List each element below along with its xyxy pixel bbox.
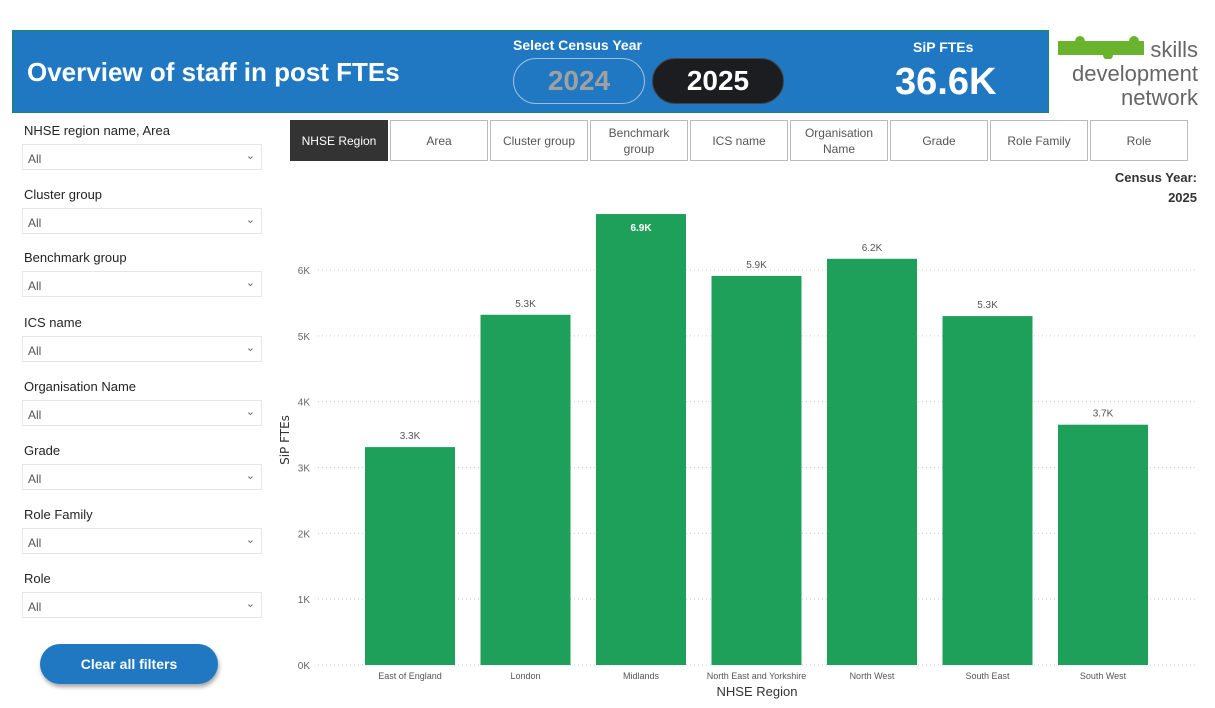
filter-value: All [28, 536, 42, 550]
tab-area[interactable]: Area [390, 120, 488, 161]
y-tick-label: 2K [298, 529, 311, 540]
chevron-down-icon: ⌄ [245, 342, 255, 354]
tab-nhse-region[interactable]: NHSE Region [290, 120, 388, 161]
x-tick-label: London [510, 671, 540, 681]
filter-label: ICS name [24, 315, 82, 330]
filter-dropdown[interactable]: All ⌄ [22, 144, 262, 170]
x-tick-label: East of England [378, 671, 442, 681]
data-label: 5.3K [515, 299, 536, 310]
filter-value: All [28, 279, 42, 293]
x-tick-label: North East and Yorkshire [707, 671, 807, 681]
year-button-2025[interactable]: 2025 [652, 58, 784, 104]
x-axis-title: NHSE Region [717, 684, 798, 699]
filter-label: Role Family [24, 507, 93, 522]
bar [711, 275, 802, 665]
filter-label: Benchmark group [24, 250, 127, 265]
filter-dropdown[interactable]: All ⌄ [22, 528, 262, 554]
kpi-value: 36.6K [895, 61, 997, 103]
year-button-2024[interactable]: 2024 [513, 58, 645, 104]
filter-value: All [28, 472, 42, 486]
filter-dropdown[interactable]: All ⌄ [22, 208, 262, 234]
tab-grade[interactable]: Grade [890, 120, 988, 161]
tab-benchmark-group[interactable]: Benchmark group [590, 120, 688, 161]
y-tick-label: 1K [298, 595, 311, 606]
filter-value: All [28, 344, 42, 358]
filter-value: All [28, 408, 42, 422]
logo: skills development network [1056, 33, 1206, 109]
page-title: Overview of staff in post FTEs [27, 57, 400, 87]
filter-label: Cluster group [24, 187, 103, 202]
dimension-tabs: NHSE Region Area Cluster group Benchmark gr… [290, 120, 1190, 161]
data-label: 6.9K [630, 223, 652, 234]
x-tick-label: South East [965, 671, 1010, 681]
filter-label: Role [24, 571, 51, 586]
chevron-down-icon: ⌄ [245, 598, 255, 610]
bar [365, 447, 455, 665]
tab-ics-name[interactable]: ICS name [690, 120, 788, 161]
data-label: 6.2K [862, 243, 883, 254]
header-banner: Overview of staff in post FTEs Select Ce… [12, 30, 1049, 113]
bar [596, 214, 686, 665]
bar [827, 258, 917, 665]
filter-value: All [28, 600, 42, 614]
chevron-down-icon: ⌄ [245, 406, 255, 418]
data-label: 5.3K [977, 300, 998, 311]
puzzle-icon [1058, 36, 1144, 59]
clear-all-filters-button[interactable]: Clear all filters [40, 644, 218, 684]
filter-dropdown[interactable]: All ⌄ [22, 336, 262, 362]
filter-value: All [28, 216, 42, 230]
y-tick-label: 5K [298, 332, 311, 343]
tab-role[interactable]: Role [1090, 120, 1188, 161]
x-tick-label: Midlands [623, 671, 660, 681]
bar [942, 316, 1033, 665]
filter-dropdown[interactable]: All ⌄ [22, 400, 262, 426]
y-tick-label: 3K [298, 464, 311, 475]
tab-organisation-name[interactable]: Organisation Name [790, 120, 888, 161]
chevron-down-icon: ⌄ [245, 150, 255, 162]
chevron-down-icon: ⌄ [245, 534, 255, 546]
data-label: 3.3K [400, 431, 421, 442]
y-axis-title: SiP FTEs [278, 415, 292, 465]
filter-value: All [28, 152, 42, 166]
filter-dropdown[interactable]: All ⌄ [22, 592, 262, 618]
filter-dropdown[interactable]: All ⌄ [22, 271, 262, 297]
select-year-label: Select Census Year [513, 37, 642, 53]
chevron-down-icon: ⌄ [245, 214, 255, 226]
y-tick-label: 6K [298, 266, 311, 277]
x-tick-label: North West [850, 671, 895, 681]
data-label: 5.9K [746, 260, 767, 271]
filter-dropdown[interactable]: All ⌄ [22, 464, 262, 490]
kpi-label: SiP FTEs [913, 39, 974, 55]
y-tick-label: 4K [298, 398, 311, 409]
bar [1058, 424, 1148, 665]
filter-label: Organisation Name [24, 379, 136, 394]
tab-cluster-group[interactable]: Cluster group [490, 120, 588, 161]
chevron-down-icon: ⌄ [245, 277, 255, 289]
y-tick-label: 0K [298, 661, 311, 672]
tab-role-family[interactable]: Role Family [990, 120, 1088, 161]
census-year-caption: Census Year: 2025 [1114, 170, 1197, 205]
chevron-down-icon: ⌄ [245, 470, 255, 482]
data-label: 3.7K [1093, 409, 1114, 420]
filter-label: NHSE region name, Area [24, 123, 170, 138]
x-tick-label: South West [1080, 671, 1127, 681]
bar [480, 314, 571, 665]
filter-label: Grade [24, 443, 61, 458]
